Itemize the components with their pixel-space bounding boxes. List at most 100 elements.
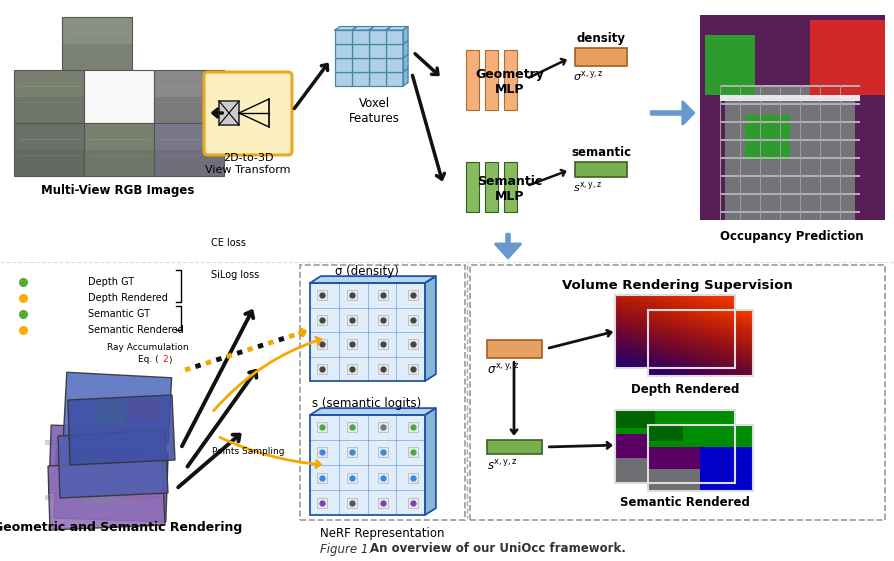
Bar: [386, 58, 403, 72]
Polygon shape: [68, 395, 175, 465]
Text: s (semantic logits): s (semantic logits): [312, 397, 422, 410]
Text: $\sigma^{\mathrm{x,y,z}}$: $\sigma^{\mathrm{x,y,z}}$: [573, 69, 603, 83]
Bar: [466, 162, 479, 212]
Text: Semantic GT: Semantic GT: [88, 309, 150, 319]
Bar: [219, 101, 239, 125]
Polygon shape: [403, 54, 408, 72]
Bar: [154, 150, 224, 176]
Bar: [466, 50, 479, 110]
Bar: [45, 440, 165, 445]
Text: Volume Rendering Supervision: Volume Rendering Supervision: [561, 278, 792, 292]
Bar: [14, 150, 84, 176]
Text: Semantic Rendered: Semantic Rendered: [88, 325, 184, 335]
Polygon shape: [425, 276, 435, 381]
Bar: [120, 480, 150, 500]
Text: Eq. (: Eq. (: [138, 356, 158, 365]
Polygon shape: [403, 26, 408, 44]
Text: NeRF Representation: NeRF Representation: [320, 527, 444, 540]
Bar: [14, 97, 84, 123]
Bar: [648, 310, 753, 376]
Bar: [352, 72, 369, 86]
Text: Points Sampling: Points Sampling: [212, 448, 284, 457]
Text: 2D-to-3D
View Transform: 2D-to-3D View Transform: [206, 153, 291, 175]
Text: 2: 2: [162, 356, 168, 365]
Bar: [95, 399, 126, 426]
Polygon shape: [403, 40, 408, 58]
Text: Depth Rendered: Depth Rendered: [88, 293, 168, 303]
Bar: [615, 410, 735, 483]
Bar: [575, 48, 627, 66]
Bar: [386, 72, 403, 86]
Bar: [335, 72, 352, 86]
Bar: [487, 340, 542, 358]
Polygon shape: [403, 68, 408, 86]
Bar: [648, 425, 753, 491]
Bar: [369, 44, 386, 58]
Text: semantic: semantic: [571, 145, 631, 159]
Text: Multi-View RGB Images: Multi-View RGB Images: [41, 183, 195, 196]
Bar: [45, 495, 165, 500]
Bar: [84, 123, 154, 176]
Bar: [80, 454, 111, 481]
Polygon shape: [369, 26, 391, 30]
Bar: [485, 50, 498, 110]
Text: Semantic Rendered: Semantic Rendered: [620, 495, 750, 508]
Bar: [310, 283, 425, 381]
Polygon shape: [310, 408, 435, 415]
Polygon shape: [48, 460, 165, 530]
Bar: [369, 58, 386, 72]
Text: Depth Rendered: Depth Rendered: [631, 384, 739, 397]
Text: CE loss: CE loss: [211, 238, 246, 248]
Polygon shape: [386, 26, 408, 30]
Text: Geometry
MLP: Geometry MLP: [476, 68, 544, 96]
Bar: [114, 454, 146, 476]
Bar: [154, 70, 224, 123]
Bar: [386, 44, 403, 58]
Text: Semantic
MLP: Semantic MLP: [477, 175, 543, 203]
FancyBboxPatch shape: [204, 72, 292, 155]
Bar: [84, 150, 154, 176]
Bar: [130, 399, 161, 421]
Text: density: density: [577, 31, 626, 44]
Text: Occupancy Prediction: Occupancy Prediction: [721, 229, 864, 242]
Bar: [85, 480, 115, 505]
Bar: [352, 30, 369, 44]
Bar: [63, 373, 172, 443]
Bar: [386, 30, 403, 44]
Bar: [485, 162, 498, 212]
Text: An overview of our UniOcc framework.: An overview of our UniOcc framework.: [370, 542, 626, 555]
Text: $s^{\mathrm{x,y,z}}$: $s^{\mathrm{x,y,z}}$: [573, 180, 603, 194]
Text: $\sigma^{\mathrm{x,y,z}}$: $\sigma^{\mathrm{x,y,z}}$: [487, 363, 519, 377]
Bar: [470, 265, 885, 520]
Bar: [54, 450, 168, 522]
Text: SiLog loss: SiLog loss: [211, 270, 259, 280]
Text: Voxel
Features: Voxel Features: [349, 98, 400, 126]
Polygon shape: [335, 26, 357, 30]
Bar: [84, 70, 154, 123]
Text: $s^{\mathrm{x,y,z}}$: $s^{\mathrm{x,y,z}}$: [487, 459, 518, 473]
Bar: [62, 44, 132, 70]
Text: σ (density): σ (density): [335, 264, 399, 278]
Bar: [49, 425, 161, 497]
Text: Ray Accumulation: Ray Accumulation: [107, 343, 189, 352]
Polygon shape: [352, 26, 374, 30]
Bar: [352, 44, 369, 58]
Bar: [14, 123, 84, 176]
Text: Depth GT: Depth GT: [88, 277, 134, 287]
Polygon shape: [310, 276, 435, 283]
Bar: [369, 72, 386, 86]
Bar: [575, 162, 627, 177]
Bar: [154, 97, 224, 123]
Bar: [300, 265, 465, 520]
Text: Geometric and Semantic Rendering: Geometric and Semantic Rendering: [0, 522, 242, 535]
Bar: [62, 17, 132, 70]
Text: Figure 1.: Figure 1.: [320, 542, 384, 555]
Polygon shape: [425, 408, 435, 515]
Bar: [369, 30, 386, 44]
Bar: [310, 415, 425, 515]
Bar: [335, 58, 352, 72]
Polygon shape: [58, 430, 168, 498]
Bar: [14, 70, 84, 123]
Bar: [615, 295, 735, 368]
Bar: [487, 440, 542, 454]
